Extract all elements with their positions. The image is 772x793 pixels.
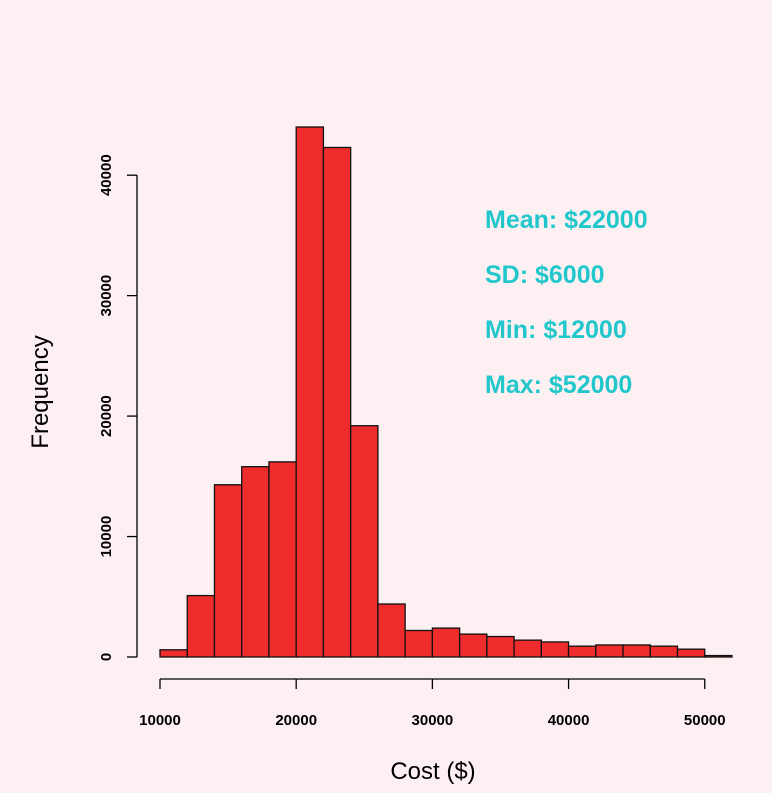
- histogram-bar: [295, 126, 325, 658]
- x-axis-title: Cost ($): [390, 758, 475, 785]
- histogram-bar: [186, 594, 216, 658]
- y-tick-label: 40000: [98, 154, 115, 196]
- x-tick-label: 10000: [139, 712, 181, 729]
- histogram-bar: [431, 627, 461, 658]
- histogram-bar: [676, 648, 706, 658]
- y-tick-label: 0: [98, 653, 115, 661]
- histogram-bar: [458, 633, 488, 658]
- x-axis: 10000 20000 30000 40000 50000: [139, 678, 726, 729]
- histogram-bar: [704, 654, 733, 658]
- x-tick-label: 50000: [684, 712, 726, 729]
- stat-sd-text: SD: $6000: [485, 261, 605, 289]
- y-tick-label: 10000: [98, 516, 115, 558]
- histogram-bar: [567, 645, 597, 658]
- histogram-bar: [268, 461, 297, 658]
- histogram-bar: [540, 641, 570, 658]
- stat-mean-text: Mean: $22000: [485, 206, 648, 234]
- histogram-bar: [649, 645, 679, 658]
- histogram-bar: [322, 146, 352, 658]
- histogram-bar: [404, 629, 434, 658]
- histogram-bar: [595, 644, 624, 658]
- histogram-bar: [622, 644, 651, 658]
- histogram-bar: [486, 635, 515, 658]
- histogram-bar: [213, 484, 243, 658]
- y-tick-label: 30000: [98, 275, 115, 317]
- stats-annotations: Mean: $22000 SD: $6000 Min: $12000 Max: $52…: [485, 206, 648, 399]
- y-axis-title: Frequency: [27, 335, 54, 448]
- x-tick-label: 30000: [412, 712, 454, 729]
- stat-min-text: Min: $12000: [485, 316, 627, 344]
- histogram-bar: [241, 466, 270, 658]
- histogram-bar: [377, 603, 406, 658]
- y-axis: 0 10000 20000 30000 40000: [98, 154, 138, 661]
- histogram-bar: [513, 639, 542, 658]
- histogram-bar: [159, 649, 188, 658]
- y-tick-label: 20000: [98, 395, 115, 437]
- x-tick-label: 40000: [548, 712, 590, 729]
- histogram-bar: [350, 425, 379, 658]
- stat-max-text: Max: $52000: [485, 371, 632, 399]
- x-tick-label: 20000: [275, 712, 317, 729]
- bars-group: [159, 126, 733, 658]
